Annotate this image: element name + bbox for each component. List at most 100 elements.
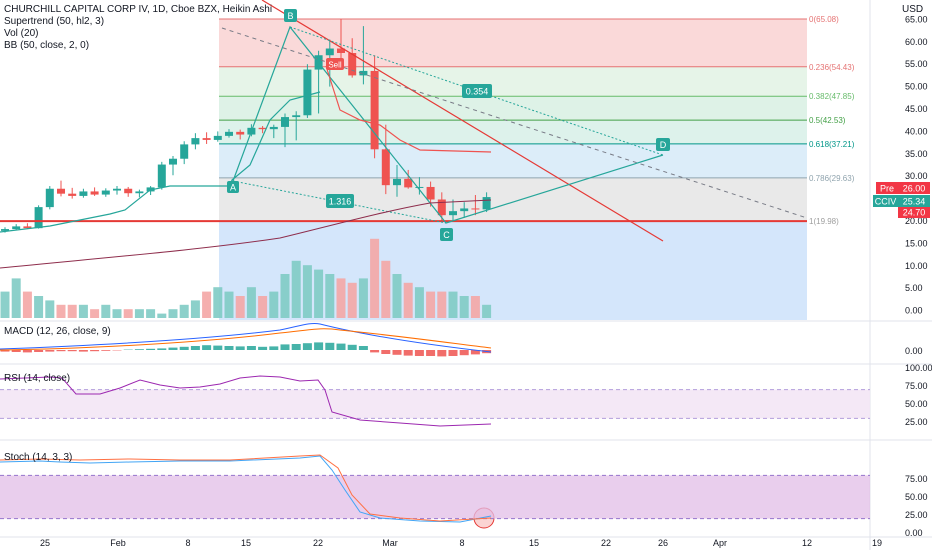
volume-bar [336,278,346,318]
stoch-k [0,455,492,523]
stoch-tick: 75.00 [905,474,928,484]
candle-body [348,53,357,76]
candles [1,19,491,233]
time-tick: 26 [658,538,668,548]
fib-level-label: 0.5(42.53) [809,116,846,125]
macd-bar [224,346,234,350]
bb-basis [0,199,492,269]
volume-bar [470,296,480,318]
macd-bar [34,350,44,352]
volume-bar [134,309,144,318]
volume-bar [269,291,279,318]
point-d-label: D [660,140,667,150]
macd-bar [90,350,100,352]
point-c[interactable]: C [440,228,453,241]
fib-retracement[interactable]: 0(65.08) 0.236(54.43) 0.382(47.85) 0.5(42.5… [219,15,855,320]
volume-bar [123,309,133,318]
fib-zone [219,66,807,97]
ratio-cd[interactable]: 1.316 [326,194,354,208]
candle-body [34,207,43,229]
axes: 65.00 60.00 55.00 50.00 45.00 40.00 35.00 30.00… [40,14,932,548]
volume-bar [90,309,100,318]
macd-bar [246,346,256,350]
macd-bar [302,343,312,350]
indicator-vol[interactable]: Vol (20) [4,28,38,39]
rsi-band [0,389,870,419]
rsi-label[interactable]: RSI (14, close) [4,373,70,384]
point-a[interactable]: A [227,181,239,193]
overlays[interactable] [0,0,808,529]
volume-bar [235,296,245,318]
stoch-label[interactable]: Stoch (14, 3, 3) [4,452,72,463]
candle-body [437,199,446,216]
pre-badge: Pre 26.00 [876,182,930,194]
candle-body [57,188,65,194]
fib-level-label: 0.618(37.21) [809,140,855,149]
stoch-band [0,475,870,519]
candle-body [460,208,469,212]
macd-bar [67,350,77,352]
indicator-bb[interactable]: BB (50, close, 2, 0) [4,40,89,51]
price-tick: 55.00 [905,59,928,69]
stoch-tick: 50.00 [905,492,928,502]
sell-signal[interactable]: Sell [326,58,344,70]
volume-bar [0,291,10,318]
macd-bar [11,350,21,352]
time-tick: 25 [40,538,50,548]
price-tick: 60.00 [905,37,928,47]
macd-bar [101,350,111,351]
price-tick: 20.00 [905,216,928,226]
stoch-tick: 0.00 [905,528,923,538]
point-b[interactable]: B [284,9,297,22]
pre-badge-label: Pre [880,184,894,194]
price-tick: 0.00 [905,306,923,316]
volume-bar [146,309,156,318]
candle-body [281,117,289,127]
candle-body [426,186,435,200]
time-tick: 15 [529,538,539,548]
time-tick: Mar [382,538,398,548]
macd-bar [179,346,189,350]
point-d[interactable]: D [656,138,670,151]
dashed-trendline [221,27,808,219]
candle-body [381,149,390,186]
macd-bar [157,348,167,350]
candle-body [337,48,345,53]
candle-body [157,164,166,188]
volume-bar [34,296,44,318]
volume-bar [157,313,167,318]
volume-bar [280,274,290,318]
volume-bar [45,300,55,318]
volume-bar [437,291,447,318]
supertrend-down [325,65,492,153]
macd-bar [403,350,413,356]
price-tick: 5.00 [905,283,923,293]
point-a-label: A [230,183,236,193]
candle-body [202,138,211,140]
candle-body [113,188,121,191]
volume-bar [246,287,256,318]
volume-bar [22,291,32,318]
volume-bar [302,265,312,318]
macd-bar [459,350,469,356]
indicator-supertrend[interactable]: Supertrend (50, hl2, 3) [4,16,104,27]
candle-body [325,48,334,56]
time-tick: 15 [241,538,251,548]
candle-body [393,178,401,186]
macd-label[interactable]: MACD (12, 26, close, 9) [4,326,111,337]
macd-bar [22,350,32,353]
candle-body [180,144,189,159]
ratio-bc[interactable]: 0.354 [462,84,492,98]
macd-bar [358,346,368,350]
candle-body [292,115,301,118]
price-tick: 30.00 [905,171,928,181]
macd-bar [325,342,335,350]
volume-bar [392,274,402,318]
time-tick: 8 [185,538,190,548]
macd-tick: 0.00 [905,346,923,356]
time-tick: Feb [110,538,126,548]
fib-level-label: 0.786(29.63) [809,174,855,183]
ticker-badge: CCIV [875,197,897,207]
